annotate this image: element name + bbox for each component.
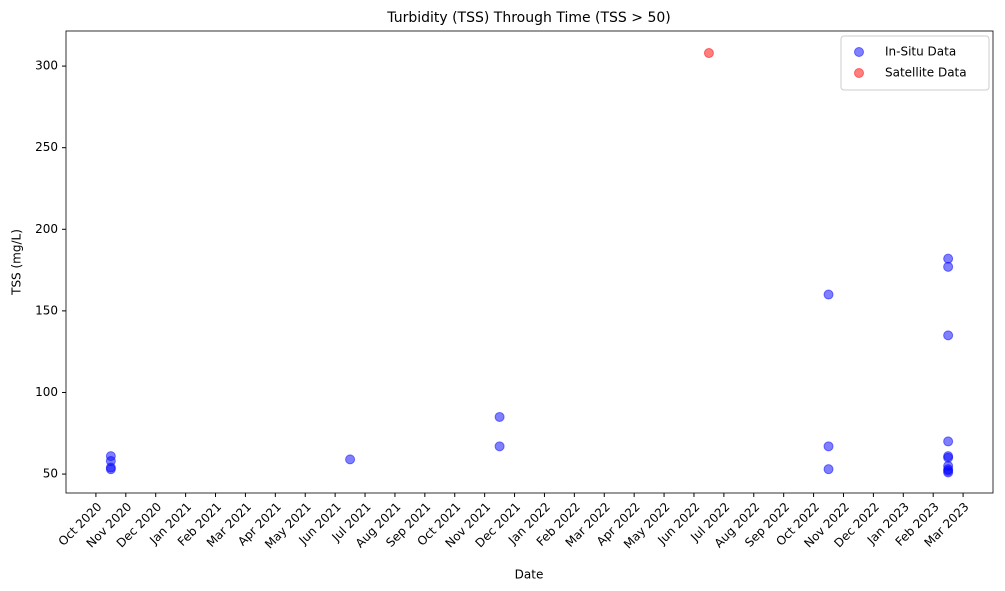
- data-point: [943, 253, 954, 264]
- data-point: [943, 330, 954, 341]
- y-tick-label: 300: [35, 59, 58, 73]
- legend-label: In-Situ Data: [885, 45, 956, 59]
- data-point: [943, 436, 954, 447]
- y-tick-label: 150: [35, 303, 58, 317]
- data-point: [345, 454, 356, 465]
- data-point: [703, 48, 714, 59]
- y-tick-label: 200: [35, 222, 58, 236]
- chart-title: Turbidity (TSS) Through Time (TSS > 50): [386, 10, 670, 26]
- legend-label: Satellite Data: [885, 66, 967, 80]
- x-axis-label: Date: [515, 568, 544, 582]
- legend-box: [840, 35, 990, 91]
- data-point: [943, 452, 954, 463]
- data-point: [494, 441, 505, 452]
- data-point: [823, 441, 834, 452]
- data-point: [823, 289, 834, 300]
- plot-area: [65, 30, 994, 494]
- legend-marker: [854, 47, 864, 57]
- legend: In-Situ Data Satellite Data: [840, 35, 990, 91]
- data-point: [494, 411, 505, 422]
- y-tick-label: 100: [35, 385, 58, 399]
- data-point: [823, 464, 834, 475]
- y-axis-label: TSS (mg/L): [10, 229, 24, 296]
- y-tick-label: 250: [35, 140, 58, 154]
- data-point: [105, 464, 116, 475]
- legend-marker: [854, 68, 864, 78]
- data-point: [943, 467, 954, 478]
- data-point: [943, 261, 954, 272]
- y-tick-label: 50: [43, 467, 58, 481]
